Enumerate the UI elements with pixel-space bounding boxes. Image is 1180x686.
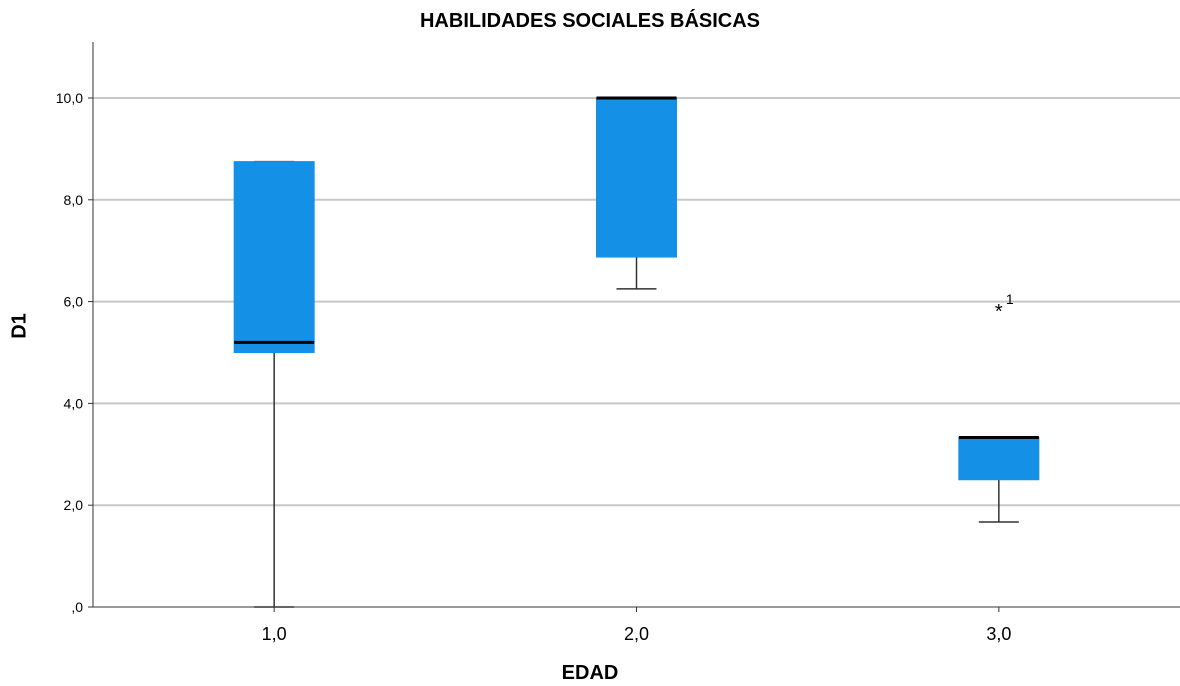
box-iqr-2 (958, 437, 1040, 481)
box-group-2: *1 (958, 291, 1040, 523)
box-iqr-0 (233, 161, 315, 353)
box-iqr-1 (596, 97, 677, 258)
y-axis-ticks: ,0 2,0 4,0 6,0 8,0 10,0 (56, 90, 93, 615)
box-group-1 (596, 96, 677, 290)
y-tick-label-4: 8,0 (64, 192, 84, 208)
x-tick-label-0: 1,0 (262, 624, 287, 644)
y-tick-label-1: 2,0 (64, 497, 84, 513)
x-tick-label-1: 2,0 (624, 624, 649, 644)
outlier-marker-2-0: * (995, 301, 1003, 323)
y-tick-label-3: 6,0 (64, 294, 84, 310)
chart-title: HABILIDADES SOCIALES BÁSICAS (419, 10, 761, 32)
boxes: *1 (233, 96, 1040, 608)
y-tick-label-2: 4,0 (64, 395, 84, 411)
x-axis-ticks: 1,0 2,0 3,0 (262, 607, 1011, 644)
y-tick-label-5: 10,0 (56, 90, 83, 106)
outlier-label-2-0: 1 (1006, 291, 1014, 307)
x-tick-label-2: 3,0 (986, 624, 1011, 644)
y-tick-label-0: ,0 (71, 599, 83, 615)
x-axis-label: EDAD (561, 662, 619, 684)
box-group-0 (233, 160, 315, 608)
